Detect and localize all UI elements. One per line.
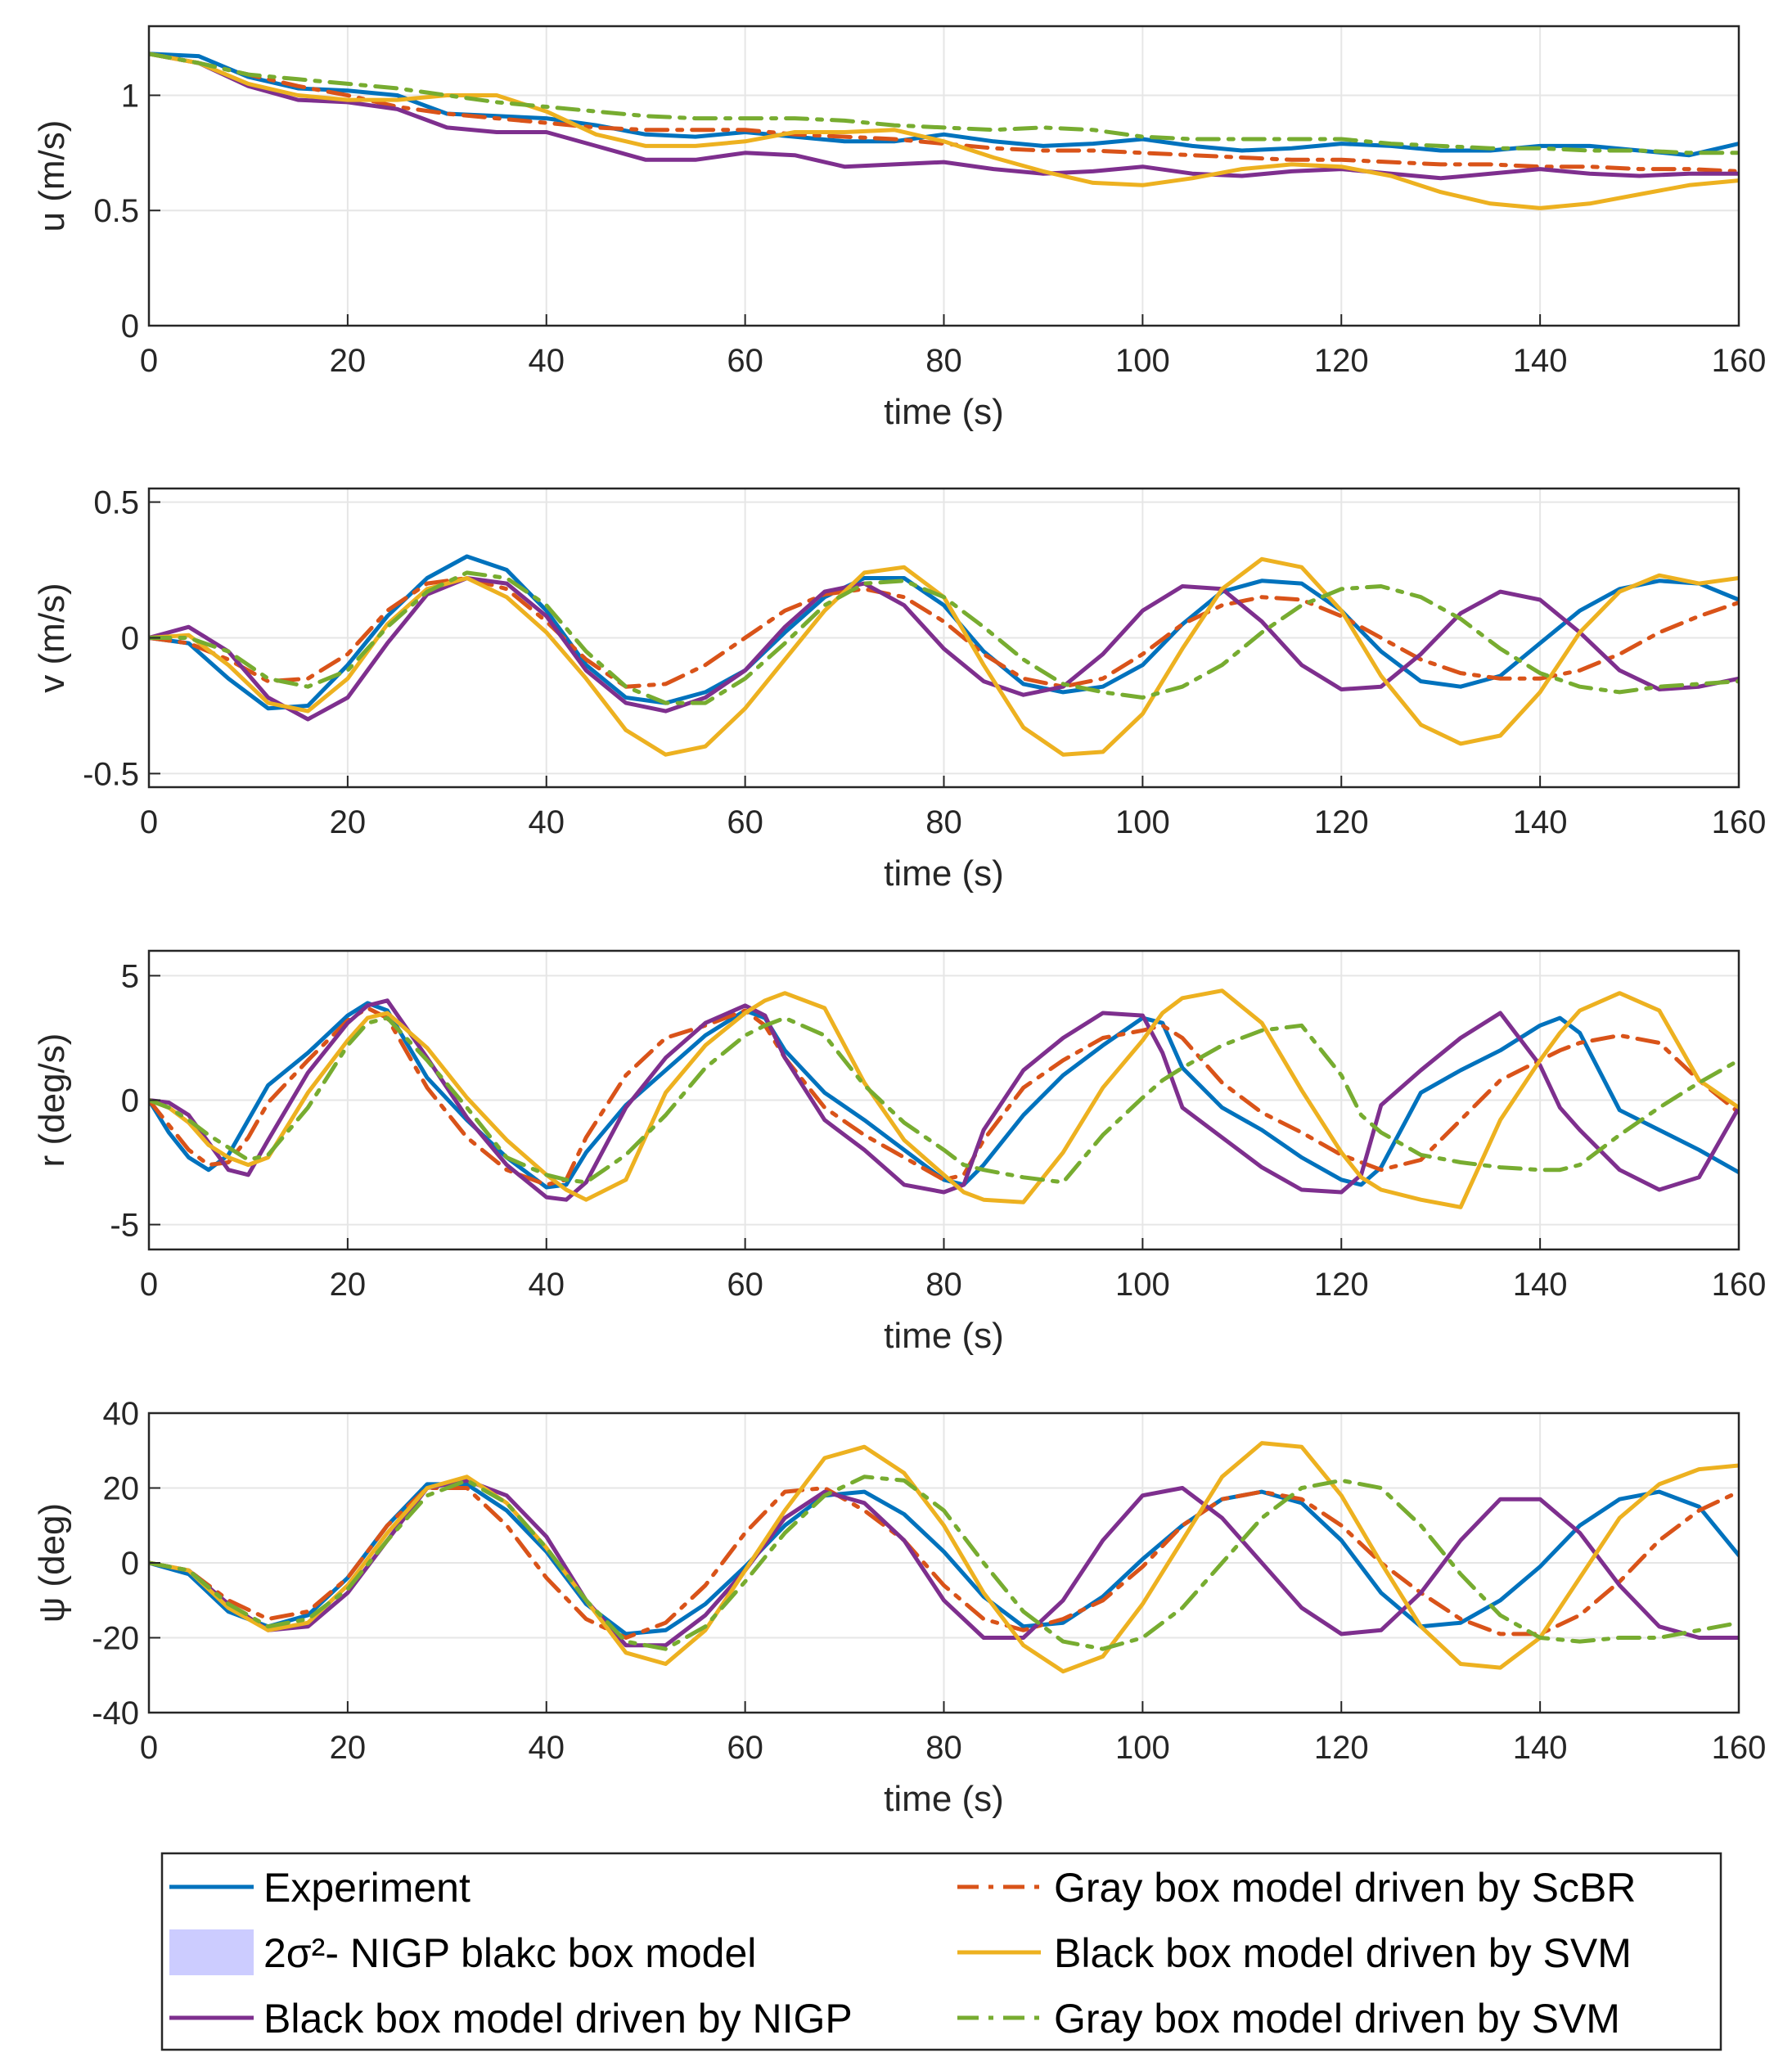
x-tick-label: 0 xyxy=(140,1730,158,1766)
series-group xyxy=(149,52,1739,210)
series-line-scbr xyxy=(149,52,1739,173)
x-tick-label: 140 xyxy=(1513,1730,1568,1766)
series-line-gsvm xyxy=(149,52,1739,155)
y-tick-label: -5 xyxy=(110,1208,139,1244)
y-tick-label: 0.5 xyxy=(93,485,139,521)
x-tick-label: 160 xyxy=(1712,343,1767,379)
x-tick-label: 80 xyxy=(925,1730,962,1766)
y-tick-label: -40 xyxy=(92,1695,139,1731)
series-group xyxy=(149,554,1739,757)
y-tick-label: 40 xyxy=(103,1396,140,1432)
legend-label: Black box model driven by SVM xyxy=(1054,1930,1632,1976)
x-tick-label: 120 xyxy=(1314,1730,1369,1766)
legend-label: Gray box model driven by ScBR xyxy=(1054,1865,1636,1911)
legend: Experiment 2σ²- NIGP blakc box model Black… xyxy=(160,1852,1722,2051)
legend-label: Gray box model driven by SVM xyxy=(1054,1996,1620,2042)
x-tick-label: 20 xyxy=(330,1730,367,1766)
x-tick-label: 0 xyxy=(140,804,158,840)
x-tick-label: 80 xyxy=(925,343,962,379)
x-tick-label: 120 xyxy=(1314,1267,1369,1303)
y-tick-label: 0.5 xyxy=(93,193,139,229)
subplot-u: 0 20 40 60 80 100 120 140 160 0 0.5 1 time (s) u (m/s… xyxy=(32,25,1767,432)
series-line-scbr xyxy=(149,1006,1739,1187)
x-tick-label: 160 xyxy=(1712,1267,1767,1303)
y-axis-label: r (deg/s) xyxy=(32,1033,72,1168)
y-tick-label: 0 xyxy=(121,621,139,657)
x-tick-label: 40 xyxy=(529,1730,565,1766)
series-line-gsvm xyxy=(149,570,1739,705)
legend-item-scbr: Gray box model driven by ScBR xyxy=(957,1865,1636,1911)
legend-label: Experiment xyxy=(263,1865,471,1911)
y-axis-label: v (m/s) xyxy=(32,583,72,692)
y-tick-label: 0 xyxy=(121,1083,139,1119)
legend-swatch-band xyxy=(169,1929,254,1975)
legend-item-nigp_band: 2σ²- NIGP blakc box model xyxy=(169,1929,756,1976)
x-tick-label: 60 xyxy=(727,1267,763,1303)
legend-box xyxy=(160,1852,1722,2051)
x-axis-label: time (s) xyxy=(884,1779,1004,1819)
series-line-svm xyxy=(149,52,1739,210)
y-tick-label: 1 xyxy=(121,78,139,114)
x-tick-label: 20 xyxy=(330,804,367,840)
x-tick-label: 120 xyxy=(1314,343,1369,379)
x-tick-label: 160 xyxy=(1712,804,1767,840)
x-tick-label: 40 xyxy=(529,343,565,379)
x-tick-label: 140 xyxy=(1513,343,1568,379)
y-axis-label: ψ (deg) xyxy=(32,1503,72,1623)
x-tick-label: 160 xyxy=(1712,1730,1767,1766)
legend-item-gsvm: Gray box model driven by SVM xyxy=(957,1996,1620,2042)
series-line-nigp xyxy=(149,52,1739,181)
x-tick-label: 100 xyxy=(1115,1267,1170,1303)
y-axis-label: u (m/s) xyxy=(32,120,72,232)
legend-label: Black box model driven by NIGP xyxy=(263,1996,853,2042)
series-line-scbr xyxy=(149,576,1739,689)
series-line-exp xyxy=(149,52,1739,158)
x-tick-label: 20 xyxy=(330,343,367,379)
series-line-svm xyxy=(149,1441,1739,1674)
y-tick-label: 0 xyxy=(121,1546,139,1582)
x-tick-label: 60 xyxy=(727,804,763,840)
legend-item-exp: Experiment xyxy=(169,1865,471,1911)
x-tick-label: 80 xyxy=(925,804,962,840)
legend-item-svm: Black box model driven by SVM xyxy=(957,1930,1632,1976)
x-tick-label: 80 xyxy=(925,1267,962,1303)
y-tick-label: 20 xyxy=(103,1471,140,1507)
x-tick-label: 40 xyxy=(529,1267,565,1303)
subplots: 0 20 40 60 80 100 120 140 160 0 0.5 1 time (s) u (m/s… xyxy=(32,25,1767,1819)
y-tick-label: 5 xyxy=(121,958,139,994)
series-line-nigp xyxy=(149,998,1739,1202)
x-tick-label: 60 xyxy=(727,343,763,379)
series-line-exp xyxy=(149,1001,1739,1190)
x-tick-label: 120 xyxy=(1314,804,1369,840)
x-tick-label: 140 xyxy=(1513,1267,1568,1303)
x-tick-label: 100 xyxy=(1115,343,1170,379)
series-line-gsvm xyxy=(149,1474,1739,1651)
x-tick-label: 100 xyxy=(1115,1730,1170,1766)
x-axis-label: time (s) xyxy=(884,392,1004,432)
x-tick-label: 100 xyxy=(1115,804,1170,840)
series-group xyxy=(149,1441,1739,1674)
subplot-psi: 0 20 40 60 80 100 120 140 160 -40 -20 0 20 40 time (s)… xyxy=(32,1396,1766,1819)
series-group xyxy=(149,988,1739,1209)
series-line-nigp xyxy=(149,576,1739,722)
x-axis-label: time (s) xyxy=(884,853,1004,894)
x-tick-label: 0 xyxy=(140,1267,158,1303)
x-axis-label: time (s) xyxy=(884,1316,1004,1356)
y-tick-label: -0.5 xyxy=(83,756,139,792)
series-line-svm xyxy=(149,988,1739,1209)
x-tick-label: 20 xyxy=(330,1267,367,1303)
y-tick-label: -20 xyxy=(92,1621,139,1657)
legend-item-nigp: Black box model driven by NIGP xyxy=(169,1996,853,2042)
x-tick-label: 40 xyxy=(529,804,565,840)
x-tick-label: 60 xyxy=(727,1730,763,1766)
y-tick-label: 0 xyxy=(121,308,139,344)
legend-label: 2σ²- NIGP blakc box model xyxy=(263,1930,756,1976)
x-tick-label: 0 xyxy=(140,343,158,379)
x-tick-label: 140 xyxy=(1513,804,1568,840)
series-line-gsvm xyxy=(149,1015,1739,1185)
